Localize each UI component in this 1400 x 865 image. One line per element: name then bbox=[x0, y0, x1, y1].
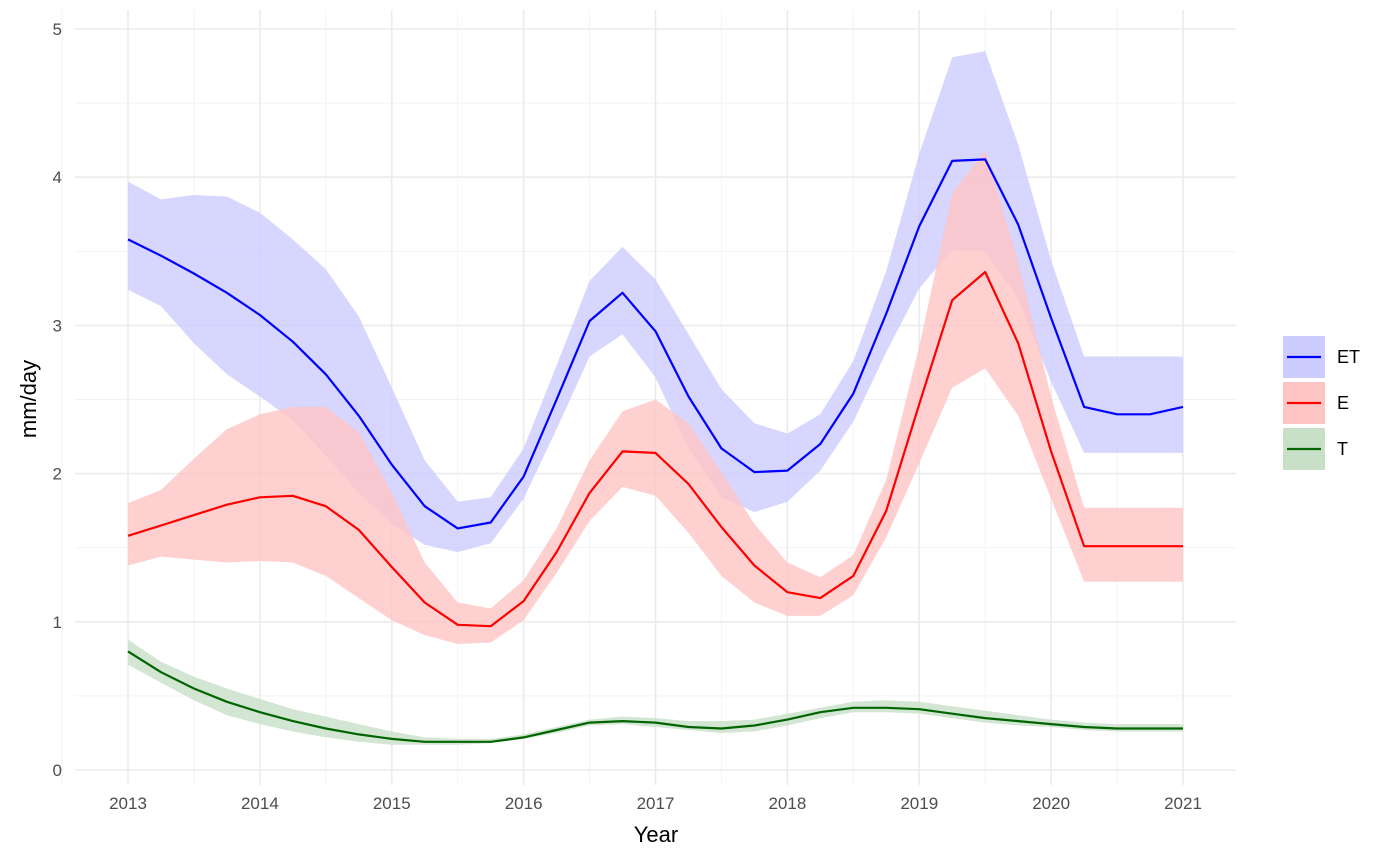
legend-item-t: T bbox=[1283, 428, 1348, 470]
y-tick-label: 0 bbox=[53, 761, 62, 780]
x-tick-label: 2020 bbox=[1032, 794, 1070, 813]
x-tick-label: 2015 bbox=[373, 794, 411, 813]
ribbon-et bbox=[128, 51, 1183, 553]
ribbon-e bbox=[128, 150, 1183, 644]
y-tick-labels: 0 1 2 3 4 5 bbox=[53, 20, 62, 780]
series-line-et bbox=[127, 158, 1184, 530]
series-lines bbox=[127, 158, 1184, 743]
y-tick-label: 3 bbox=[53, 316, 62, 335]
legend-label: T bbox=[1337, 439, 1348, 459]
y-tick-label: 4 bbox=[53, 168, 62, 187]
series-line-t bbox=[127, 650, 1183, 743]
y-tick-label: 5 bbox=[53, 20, 62, 39]
legend-item-e: E bbox=[1283, 382, 1349, 424]
ribbon-t bbox=[128, 639, 1183, 745]
y-tick-label: 1 bbox=[53, 613, 62, 632]
y-tick-label: 2 bbox=[53, 465, 62, 484]
series-line-e bbox=[127, 270, 1183, 628]
legend-item-et: ET bbox=[1283, 336, 1360, 378]
confidence-ribbons bbox=[128, 51, 1183, 745]
y-axis-title: mm/day bbox=[16, 360, 41, 438]
x-tick-label: 2016 bbox=[505, 794, 543, 813]
x-tick-label: 2013 bbox=[109, 794, 147, 813]
legend-label: E bbox=[1337, 393, 1349, 413]
x-tick-label: 2019 bbox=[900, 794, 938, 813]
x-tick-label: 2018 bbox=[768, 794, 806, 813]
x-tick-label: 2014 bbox=[241, 794, 279, 813]
x-tick-label: 2017 bbox=[637, 794, 675, 813]
x-tick-label: 2021 bbox=[1164, 794, 1202, 813]
x-axis-title: Year bbox=[634, 822, 678, 847]
legend-label: ET bbox=[1337, 347, 1360, 367]
x-tick-labels: 2013 2014 2015 2016 2017 2018 2019 2020 2021 bbox=[109, 794, 1202, 813]
